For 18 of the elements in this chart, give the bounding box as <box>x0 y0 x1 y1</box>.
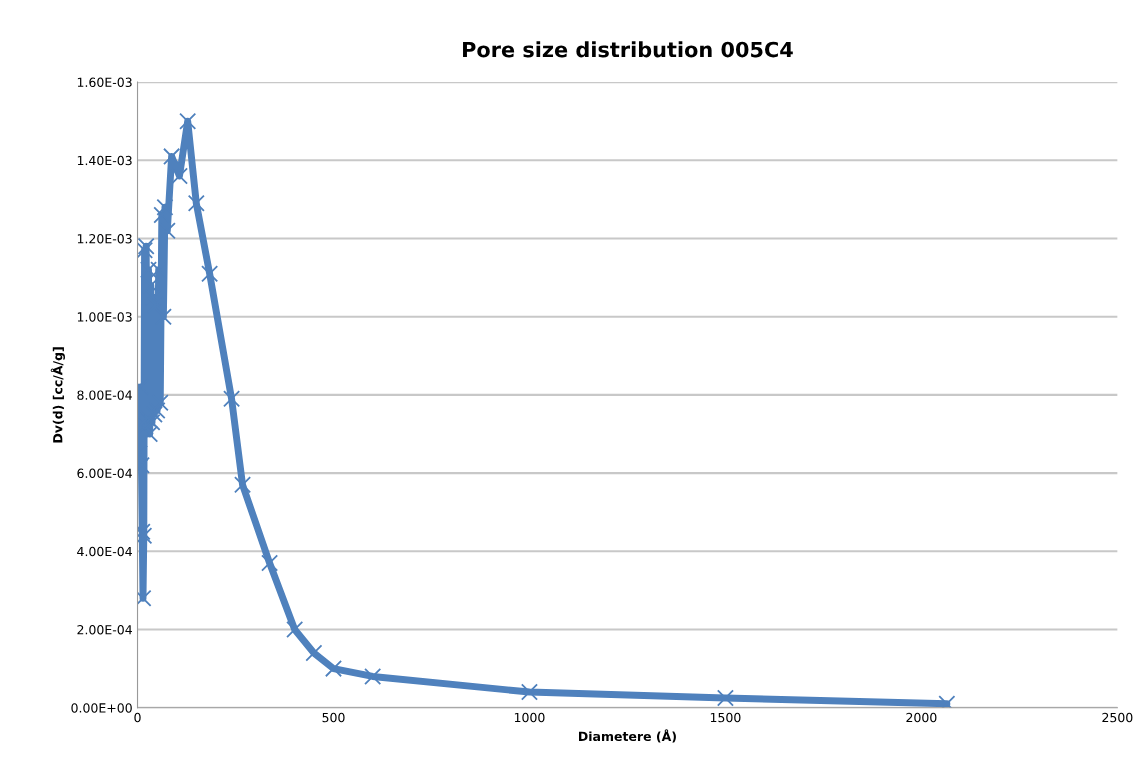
y-tick-label: 8.00E-04 <box>77 390 132 400</box>
y-tick-label: 6.00E-04 <box>77 468 132 479</box>
y-tick-label: 4.00E-04 <box>77 546 132 557</box>
x-tick-label: 2000 <box>906 712 937 723</box>
x-tick-label: 1500 <box>710 712 741 723</box>
x-axis-title: Diametere (Å) <box>579 729 676 743</box>
y-tick-label: 1.40E-03 <box>77 155 132 166</box>
y-tick-label: 1.60E-03 <box>77 77 132 88</box>
y-tick-label: 2.00E-04 <box>77 624 132 635</box>
x-tick-label: 500 <box>322 712 345 723</box>
x-tick-label: 0 <box>134 712 141 723</box>
x-tick-label: 1000 <box>514 712 545 723</box>
chart-title: Pore size distribution 005C4 <box>463 41 793 58</box>
y-axis-title: Dv(d) [cc/Å/g] <box>50 347 65 443</box>
x-tick-label: 2500 <box>1102 712 1133 723</box>
y-tick-label: 1.20E-03 <box>77 233 132 244</box>
y-tick-label: 0.00E+00 <box>71 703 132 713</box>
y-tick-label: 1.00E-03 <box>77 312 132 322</box>
